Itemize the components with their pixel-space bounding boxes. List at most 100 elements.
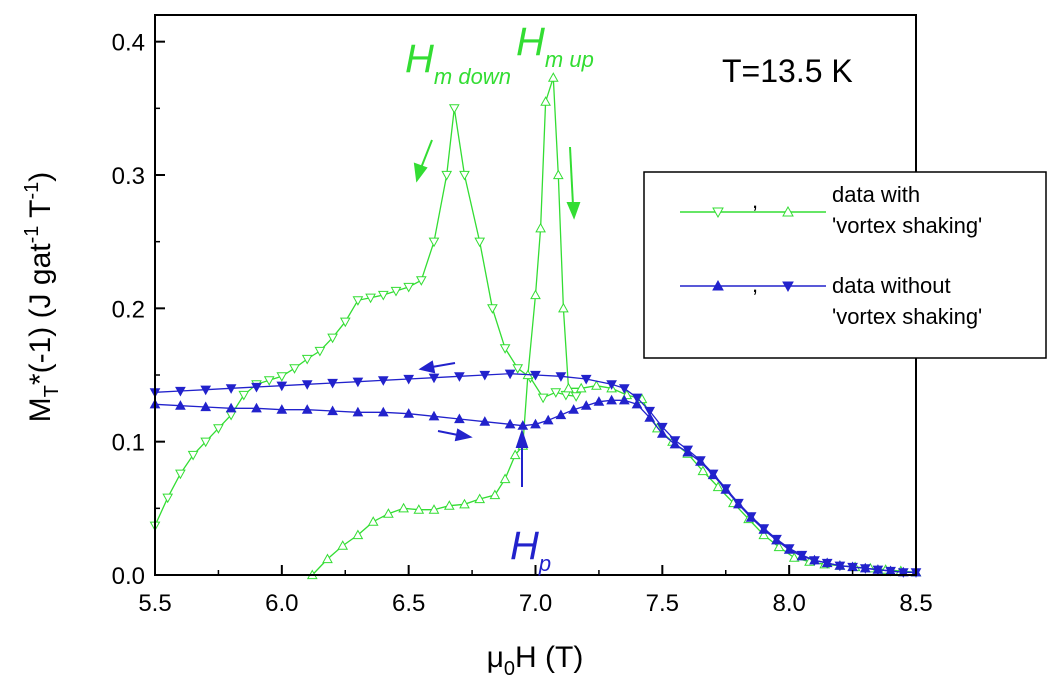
data-point	[773, 541, 785, 552]
ticks-layer: 5.5 6.0 6.5 7.0 7.5 8.0 8.5 0.0 0.1 0.2 0.3 0.4	[112, 30, 933, 617]
h-m-down-label: Hm down	[405, 37, 511, 89]
data-point	[459, 498, 470, 509]
data-point	[555, 372, 567, 382]
data-point	[570, 392, 582, 402]
data-point	[547, 72, 559, 82]
data-point	[796, 550, 808, 561]
data-point	[489, 489, 501, 500]
data-point	[499, 344, 511, 354]
data-point	[474, 237, 486, 248]
y-tick-label: 0.1	[112, 430, 145, 457]
data-point	[200, 437, 212, 448]
data-point	[487, 304, 498, 314]
arrow-down-green	[566, 146, 581, 220]
x-tick-label: 6.0	[265, 590, 298, 617]
data-point	[644, 406, 656, 417]
data-point	[530, 289, 541, 300]
data-point	[403, 408, 415, 418]
data-point	[745, 512, 757, 522]
data-point	[733, 498, 744, 509]
data-point	[377, 406, 389, 417]
data-point	[454, 372, 465, 382]
data-point	[448, 104, 460, 114]
data-point	[225, 402, 237, 413]
data-point	[479, 416, 491, 426]
x-tick-label: 5.5	[138, 590, 171, 617]
series-layer	[149, 72, 922, 580]
legend-marker	[712, 279, 724, 291]
data-point	[352, 529, 364, 540]
data-point	[213, 424, 224, 434]
legend-marker	[782, 281, 794, 293]
x-tick-label: 6.5	[392, 590, 425, 617]
data-point	[695, 456, 706, 466]
legend-marker	[712, 207, 724, 219]
data-point	[276, 372, 288, 382]
data-point	[276, 381, 288, 392]
data-point	[618, 394, 630, 405]
data-point	[428, 410, 440, 421]
data-point	[187, 450, 199, 461]
y-tick-label: 0.0	[112, 563, 145, 590]
data-point	[225, 384, 237, 394]
data-point	[367, 516, 379, 526]
x-tick-label: 8.0	[772, 590, 805, 617]
legend-label-with-shaking-line1: data with	[832, 182, 920, 207]
data-point	[390, 286, 402, 297]
series-0-triangle-down-open	[149, 104, 582, 532]
data-point	[415, 276, 427, 286]
data-point	[563, 382, 574, 393]
data-point	[175, 400, 186, 410]
data-point	[606, 380, 617, 390]
data-point	[398, 502, 409, 513]
data-point	[479, 370, 491, 381]
y-tick-label: 0.2	[112, 296, 145, 323]
data-point	[175, 469, 186, 480]
data-point	[175, 386, 186, 397]
arrow-left-blue	[418, 360, 456, 374]
data-point	[530, 418, 541, 429]
data-point	[301, 404, 313, 414]
data-point	[591, 380, 602, 390]
data-point	[552, 169, 564, 180]
data-point	[504, 418, 516, 429]
data-point	[352, 377, 364, 388]
arrow-right-blue	[437, 428, 473, 442]
data-point	[631, 393, 643, 404]
data-point	[352, 406, 364, 417]
data-point	[276, 404, 288, 414]
legend-label-with-shaking-line2: 'vortex shaking'	[832, 213, 982, 238]
data-point	[327, 405, 338, 416]
x-tick-label: 7.0	[519, 590, 552, 617]
data-point	[897, 568, 909, 578]
legend-sep-0: ,	[752, 188, 758, 213]
data-point	[377, 376, 389, 386]
data-point	[337, 540, 349, 550]
data-point	[459, 170, 470, 181]
y-tick-label: 0.3	[112, 163, 145, 190]
h-m-up-label: Hm up	[516, 20, 594, 72]
data-point	[322, 553, 333, 564]
data-point	[885, 566, 896, 577]
data-point	[656, 422, 668, 433]
data-point	[339, 317, 351, 328]
series-3-triangle-down-filled	[149, 369, 922, 578]
data-point	[631, 398, 643, 409]
legend-swatch-without-shaking	[680, 279, 826, 293]
data-point	[575, 382, 587, 393]
data-point	[301, 380, 313, 390]
data-point	[454, 413, 465, 424]
data-point	[568, 404, 579, 414]
data-point	[162, 493, 174, 504]
data-point	[413, 504, 425, 514]
data-point	[644, 412, 656, 422]
y-axis-title: MT*(-1) (J gat-1 T-1)	[21, 172, 63, 423]
legend-marker	[782, 205, 794, 217]
data-point	[238, 390, 250, 401]
data-point	[682, 445, 694, 456]
data-point	[859, 564, 871, 574]
data-point	[656, 428, 668, 438]
data-point	[593, 396, 605, 406]
data-point	[428, 237, 440, 248]
data-point	[540, 96, 551, 106]
